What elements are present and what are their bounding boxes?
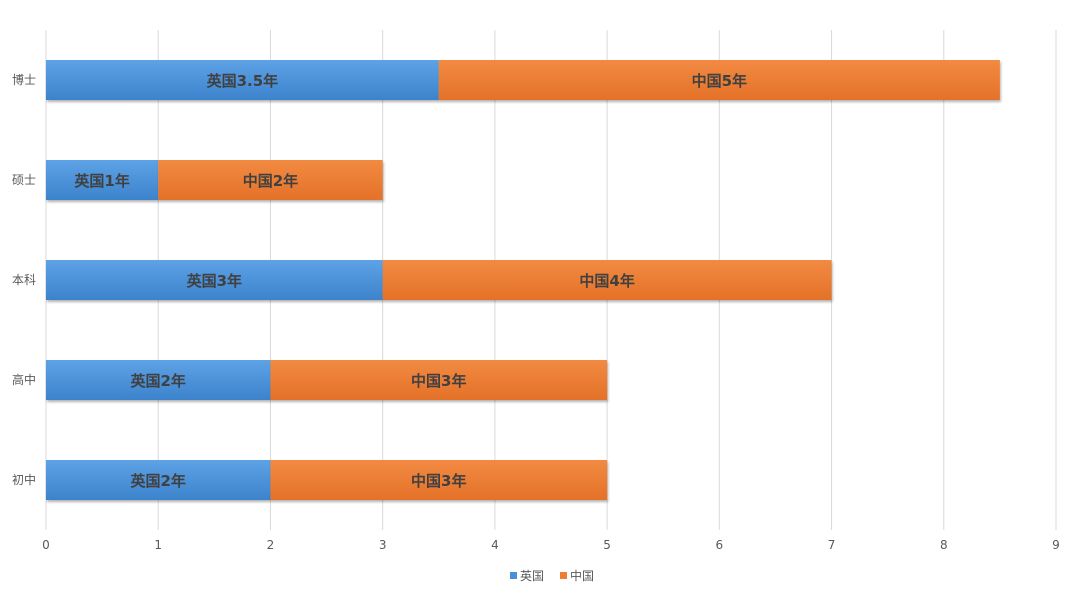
data-label: 中国3年 [411,472,466,490]
category-label: 硕士 [12,173,36,187]
bar-segment [46,160,159,200]
x-tick-label: 2 [267,538,275,552]
x-tick-label: 1 [154,538,162,552]
data-label: 中国5年 [692,72,747,90]
bar-segment [438,60,1000,100]
legend-label: 中国 [570,568,594,583]
data-label: 英国3年 [187,272,242,290]
bar-segment [46,360,271,400]
x-tick-label: 5 [603,538,611,552]
bar-segment [382,260,832,300]
bar-segment [46,460,271,500]
legend-label: 英国 [520,569,544,583]
legend: 英国 中国 [510,568,594,583]
data-label: 英国1年 [74,172,129,190]
data-label: 英国2年 [131,472,186,490]
data-label: 英国3.5年 [207,72,279,90]
data-label: 中国4年 [579,272,634,290]
x-tick-label: 7 [828,538,836,552]
bar-segment [46,60,439,100]
x-tick-label: 6 [716,538,724,552]
bar-segment [158,160,383,200]
x-tick-label: 4 [491,538,499,552]
data-label: 中国2年 [243,172,298,190]
category-label: 博士 [12,72,36,87]
x-tick-label: 9 [1052,538,1060,552]
legend-swatch [560,572,567,579]
legend-swatch [510,572,517,579]
bar-segment [46,260,383,300]
x-tick-label: 0 [42,538,50,552]
x-tick-label: 8 [940,538,948,552]
category-label: 初中 [12,472,36,487]
x-tick-label: 3 [379,538,387,552]
value-axis: 0 1 2 3 4 5 6 7 8 9 [42,538,1060,552]
category-label: 高中 [12,372,36,387]
category-label: 本科 [12,273,36,287]
bar-segment [270,460,608,500]
bar-segment [270,360,608,400]
data-label: 中国3年 [411,372,466,390]
data-label: 英国2年 [131,372,186,390]
